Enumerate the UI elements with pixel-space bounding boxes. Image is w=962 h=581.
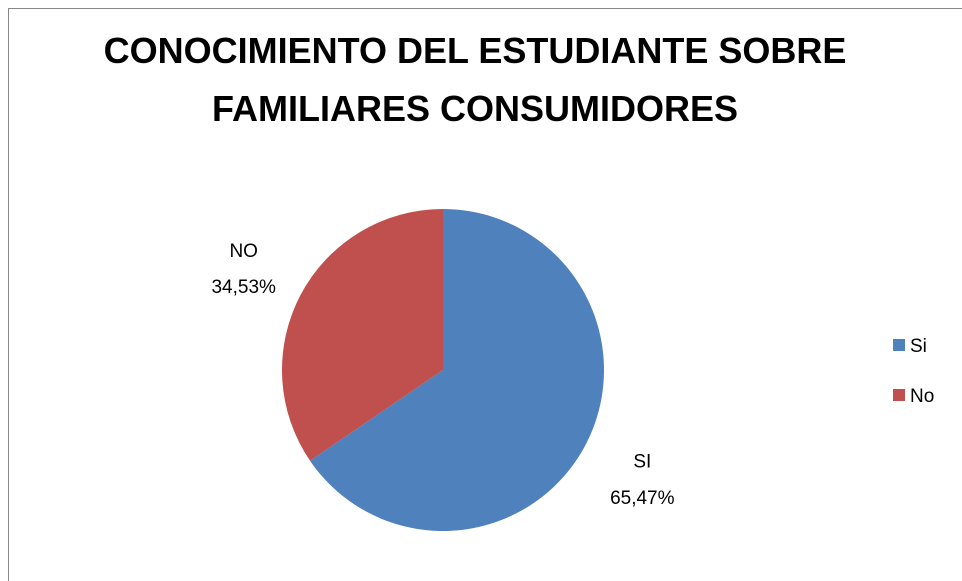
pie-slice [281, 209, 443, 461]
data-label: SI 65,47% [610, 452, 675, 509]
data-label-value: 65,47% [610, 488, 675, 509]
legend-swatch [893, 339, 905, 351]
data-label-name: SI [633, 452, 651, 473]
legend-swatch [893, 389, 905, 401]
chart-title: CONOCIMIENTO DEL ESTUDIANTE SOBRE FAMILI… [103, 30, 847, 129]
legend-label: No [910, 386, 934, 407]
data-label: NO 34,53% [211, 241, 276, 298]
legend-label: Si [910, 336, 927, 357]
data-label-value: 34,53% [211, 277, 276, 298]
chart-border [8, 8, 962, 581]
pie-slice [310, 209, 604, 532]
data-label-name: NO [229, 241, 258, 262]
